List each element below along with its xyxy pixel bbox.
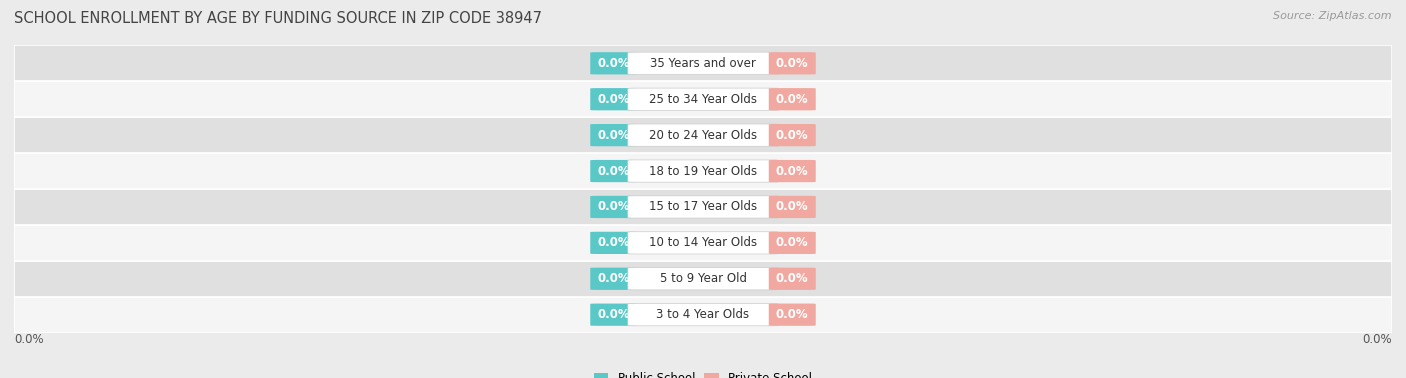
FancyBboxPatch shape bbox=[628, 304, 778, 326]
Text: 0.0%: 0.0% bbox=[598, 200, 630, 214]
FancyBboxPatch shape bbox=[769, 304, 815, 326]
Text: 0.0%: 0.0% bbox=[598, 164, 630, 178]
Text: 0.0%: 0.0% bbox=[598, 93, 630, 106]
Text: 0.0%: 0.0% bbox=[598, 129, 630, 142]
Text: 35 Years and over: 35 Years and over bbox=[650, 57, 756, 70]
Bar bbox=[14, 261, 1392, 297]
Text: 0.0%: 0.0% bbox=[776, 236, 808, 249]
FancyBboxPatch shape bbox=[628, 88, 778, 110]
FancyBboxPatch shape bbox=[628, 160, 778, 182]
FancyBboxPatch shape bbox=[591, 88, 637, 110]
FancyBboxPatch shape bbox=[628, 268, 778, 290]
FancyBboxPatch shape bbox=[591, 232, 637, 254]
Bar bbox=[14, 45, 1392, 81]
Text: 25 to 34 Year Olds: 25 to 34 Year Olds bbox=[650, 93, 756, 106]
Text: 0.0%: 0.0% bbox=[598, 236, 630, 249]
FancyBboxPatch shape bbox=[591, 196, 637, 218]
Text: 15 to 17 Year Olds: 15 to 17 Year Olds bbox=[650, 200, 756, 214]
FancyBboxPatch shape bbox=[628, 124, 778, 146]
FancyBboxPatch shape bbox=[591, 304, 637, 326]
FancyBboxPatch shape bbox=[769, 232, 815, 254]
Text: 0.0%: 0.0% bbox=[598, 308, 630, 321]
Bar bbox=[14, 153, 1392, 189]
Text: SCHOOL ENROLLMENT BY AGE BY FUNDING SOURCE IN ZIP CODE 38947: SCHOOL ENROLLMENT BY AGE BY FUNDING SOUR… bbox=[14, 11, 543, 26]
Text: Source: ZipAtlas.com: Source: ZipAtlas.com bbox=[1274, 11, 1392, 21]
FancyBboxPatch shape bbox=[769, 196, 815, 218]
FancyBboxPatch shape bbox=[591, 160, 637, 182]
Text: 0.0%: 0.0% bbox=[598, 272, 630, 285]
Bar bbox=[14, 81, 1392, 117]
Text: 10 to 14 Year Olds: 10 to 14 Year Olds bbox=[650, 236, 756, 249]
Text: 0.0%: 0.0% bbox=[776, 129, 808, 142]
Text: 20 to 24 Year Olds: 20 to 24 Year Olds bbox=[650, 129, 756, 142]
Text: 18 to 19 Year Olds: 18 to 19 Year Olds bbox=[650, 164, 756, 178]
Text: 3 to 4 Year Olds: 3 to 4 Year Olds bbox=[657, 308, 749, 321]
FancyBboxPatch shape bbox=[769, 124, 815, 146]
Text: 0.0%: 0.0% bbox=[14, 333, 44, 345]
Text: 0.0%: 0.0% bbox=[776, 272, 808, 285]
Text: 0.0%: 0.0% bbox=[776, 57, 808, 70]
Text: 0.0%: 0.0% bbox=[598, 57, 630, 70]
FancyBboxPatch shape bbox=[591, 124, 637, 146]
Text: 0.0%: 0.0% bbox=[1362, 333, 1392, 345]
Text: 0.0%: 0.0% bbox=[776, 93, 808, 106]
FancyBboxPatch shape bbox=[769, 268, 815, 290]
FancyBboxPatch shape bbox=[769, 88, 815, 110]
Text: 5 to 9 Year Old: 5 to 9 Year Old bbox=[659, 272, 747, 285]
FancyBboxPatch shape bbox=[769, 52, 815, 74]
FancyBboxPatch shape bbox=[628, 232, 778, 254]
FancyBboxPatch shape bbox=[628, 52, 778, 74]
FancyBboxPatch shape bbox=[591, 52, 637, 74]
Legend: Public School, Private School: Public School, Private School bbox=[589, 367, 817, 378]
Text: 0.0%: 0.0% bbox=[776, 200, 808, 214]
Bar bbox=[14, 225, 1392, 261]
Bar bbox=[14, 189, 1392, 225]
Bar bbox=[14, 297, 1392, 333]
Text: 0.0%: 0.0% bbox=[776, 308, 808, 321]
Text: 0.0%: 0.0% bbox=[776, 164, 808, 178]
FancyBboxPatch shape bbox=[769, 160, 815, 182]
Bar bbox=[14, 117, 1392, 153]
FancyBboxPatch shape bbox=[591, 268, 637, 290]
FancyBboxPatch shape bbox=[628, 196, 778, 218]
